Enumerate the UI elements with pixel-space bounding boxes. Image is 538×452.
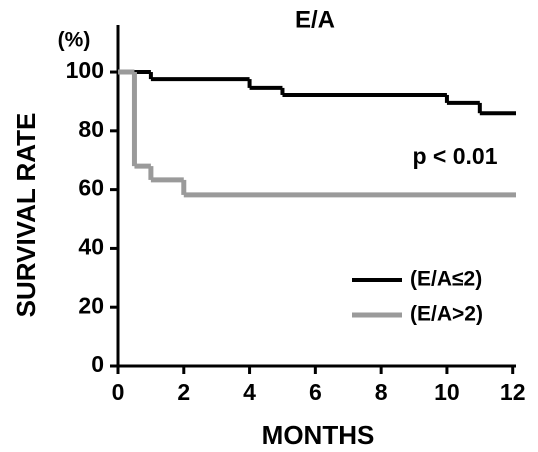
y-tick-label: 0 <box>91 351 104 377</box>
x-axis-label: MONTHS <box>262 420 375 450</box>
x-tick-label: 2 <box>177 379 190 405</box>
chart-title: E/A <box>295 6 335 33</box>
y-tick-label: 20 <box>78 292 104 318</box>
legend-label: (E/A≤2) <box>410 268 482 291</box>
y-unit: (%) <box>58 29 91 52</box>
y-tick-label: 100 <box>66 57 104 83</box>
x-tick-label: 12 <box>500 379 526 405</box>
y-axis-label: SURVIVAL RATE <box>11 113 41 318</box>
p-value: p < 0.01 <box>412 143 497 169</box>
x-tick-label: 0 <box>112 379 125 405</box>
x-tick-label: 6 <box>309 379 322 405</box>
y-tick-label: 40 <box>78 233 104 259</box>
x-tick-label: 4 <box>243 379 256 405</box>
legend-label: (E/A>2) <box>410 303 483 326</box>
y-tick-label: 60 <box>78 175 104 201</box>
x-tick-label: 8 <box>375 379 388 405</box>
y-tick-label: 80 <box>78 116 104 142</box>
x-tick-label: 10 <box>434 379 460 405</box>
